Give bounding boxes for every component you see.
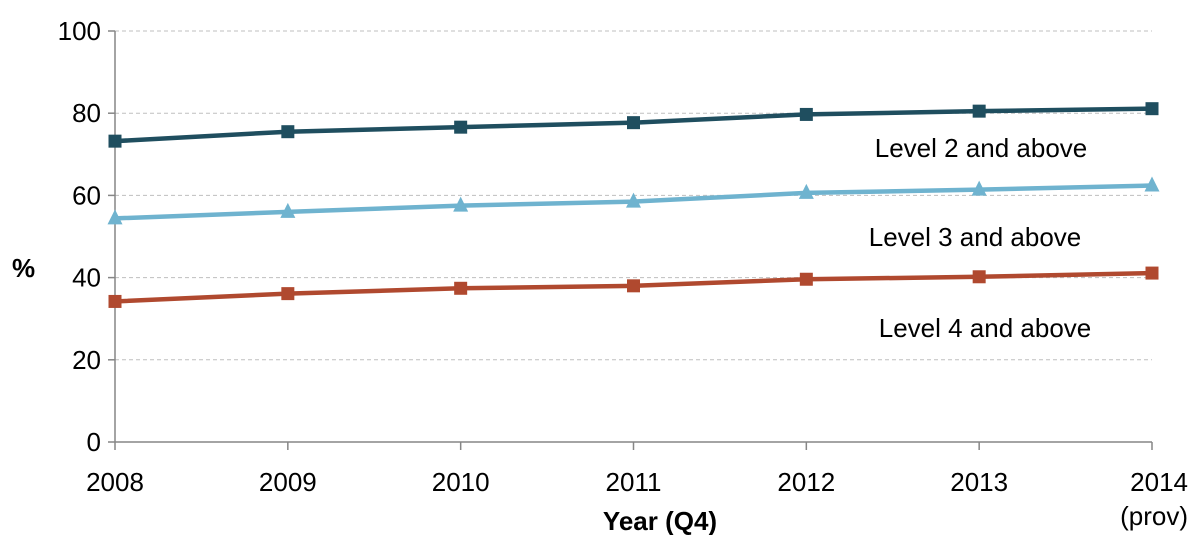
data-point bbox=[972, 104, 986, 118]
data-point bbox=[1145, 266, 1159, 280]
data-point bbox=[972, 270, 986, 284]
data-point bbox=[799, 107, 813, 121]
labels: % Year (Q4) 0 20 40 60 80 100 2008 2009 2010 2011… bbox=[12, 16, 1188, 535]
x-tick-sublabel: (prov) bbox=[1120, 501, 1188, 531]
data-point bbox=[627, 116, 640, 130]
y-tick-label: 100 bbox=[58, 16, 101, 46]
y-axis-title: % bbox=[12, 253, 35, 283]
y-tick-label: 40 bbox=[72, 263, 101, 293]
data-point bbox=[281, 125, 295, 139]
x-tick-label: 2008 bbox=[86, 467, 144, 497]
x-tick-label: 2012 bbox=[777, 467, 835, 497]
x-tick-label: 2011 bbox=[606, 467, 662, 497]
series-2 bbox=[107, 176, 1160, 225]
data-point bbox=[281, 287, 295, 301]
x-tick-label: 2013 bbox=[950, 467, 1008, 497]
x-axis-title: Year (Q4) bbox=[603, 506, 717, 535]
series-3 bbox=[108, 266, 1159, 308]
data-point bbox=[1144, 176, 1160, 192]
y-tick-label: 0 bbox=[87, 427, 101, 457]
data-point bbox=[971, 180, 987, 196]
data-point bbox=[107, 209, 123, 225]
data-point bbox=[453, 196, 469, 212]
data-point bbox=[627, 279, 640, 293]
axes bbox=[108, 30, 1153, 450]
data-point bbox=[108, 294, 122, 308]
y-tick-label: 60 bbox=[72, 180, 101, 210]
x-tick-label: 2014 bbox=[1130, 467, 1188, 497]
data-point bbox=[108, 134, 122, 148]
data-point bbox=[798, 183, 814, 199]
series-1 bbox=[108, 102, 1159, 148]
series-group bbox=[107, 102, 1160, 308]
x-tick-label: 2010 bbox=[432, 467, 490, 497]
series-label: Level 3 and above bbox=[869, 222, 1082, 252]
data-point bbox=[799, 272, 813, 286]
y-tick-label: 20 bbox=[72, 345, 101, 375]
data-point bbox=[626, 192, 641, 208]
y-tick-label: 80 bbox=[72, 98, 101, 128]
data-point bbox=[454, 281, 468, 295]
series-label: Level 4 and above bbox=[879, 313, 1092, 343]
series-label: Level 2 and above bbox=[875, 133, 1088, 163]
data-point bbox=[280, 202, 296, 218]
data-point bbox=[454, 120, 468, 134]
data-point bbox=[1145, 102, 1159, 116]
x-tick-label: 2009 bbox=[259, 467, 317, 497]
